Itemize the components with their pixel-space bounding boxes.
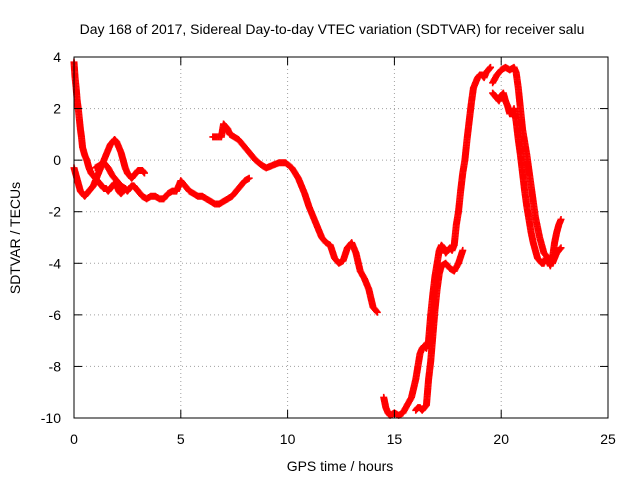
data-point-marker: [459, 246, 467, 254]
y-tick-label: -4: [49, 255, 62, 271]
y-tick-label: 0: [53, 152, 61, 168]
data-point-marker: [121, 185, 129, 193]
data-points: [70, 58, 565, 419]
x-tick-label: 0: [70, 431, 78, 447]
y-tick-label: 2: [53, 101, 61, 117]
x-tick-label: 25: [600, 431, 616, 447]
y-tick-label: -2: [49, 204, 62, 220]
series-segment-3: [91, 159, 129, 193]
x-axis-label: GPS time / hours: [287, 458, 394, 474]
y-tick-label: -6: [49, 307, 62, 323]
y-axis-label: SDTVAR / TECUs: [7, 182, 23, 294]
y-tick-label: -8: [49, 358, 62, 374]
y-tick-label: -10: [41, 410, 61, 426]
data-point-marker: [372, 307, 380, 315]
series-segment-6: [412, 246, 467, 414]
x-tick-label: 20: [493, 431, 509, 447]
data-point-marker: [556, 245, 564, 253]
data-point-marker: [373, 308, 381, 316]
series-segment-8: [489, 63, 565, 267]
data-point-marker: [557, 215, 565, 223]
data-point-marker: [245, 174, 253, 182]
axis-ticks: 0 5 10 15 20 25 -10 -8 -6 -4 -2 0 2 4: [41, 49, 616, 447]
chart-title: Day 168 of 2017, Sidereal Day-to-day VTE…: [80, 21, 585, 37]
x-tick-label: 15: [387, 431, 403, 447]
series-segment-2: [70, 136, 148, 200]
plot-frame: [73, 56, 609, 419]
data-point-marker: [487, 63, 495, 71]
x-tick-label: 5: [177, 431, 185, 447]
x-tick-label: 10: [280, 431, 296, 447]
data-point-marker: [557, 244, 565, 252]
y-tick-label: 4: [53, 49, 61, 65]
data-point-marker: [140, 169, 148, 177]
series-segment-4: [209, 120, 381, 316]
